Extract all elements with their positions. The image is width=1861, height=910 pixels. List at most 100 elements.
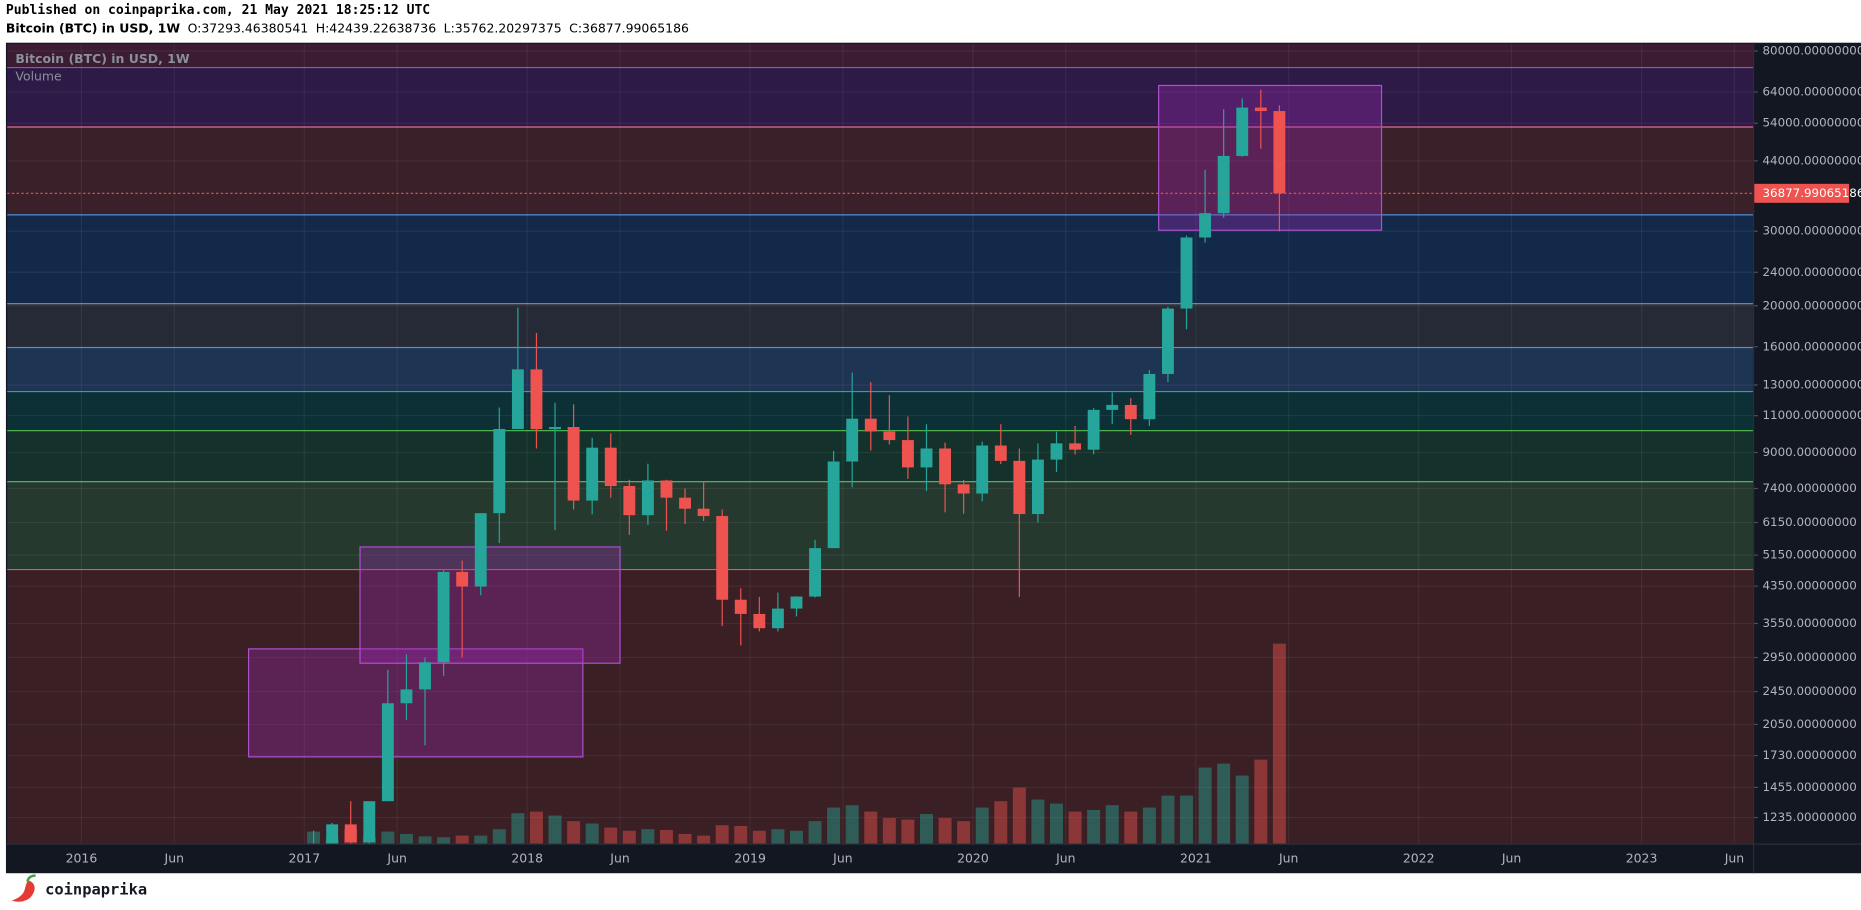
ohlc-key: O:: [188, 20, 202, 35]
volume-bar: [715, 825, 729, 844]
volume-bar: [1124, 811, 1138, 844]
candle-body: [901, 440, 914, 468]
volume-bar: [548, 815, 562, 844]
ohlc-value: 36877.99065186: [582, 20, 689, 35]
candle-body: [846, 418, 859, 462]
candle-body: [1069, 443, 1082, 450]
y-tick-label: 30000.00000000: [1762, 224, 1861, 238]
price-zone: [7, 214, 1753, 304]
y-tick-label: 1235.00000000: [1762, 810, 1856, 824]
y-tick-label: 16000.00000000: [1762, 339, 1861, 353]
candle-body: [809, 548, 821, 597]
volume-bar: [919, 813, 933, 844]
highlight-box: [1158, 84, 1383, 231]
candle-body: [381, 703, 394, 802]
volume-bar: [771, 829, 785, 844]
volume-bar: [1161, 795, 1175, 844]
y-tick-label: 9000.00000000: [1762, 445, 1856, 459]
volume-bar: [882, 817, 896, 844]
volume-bar: [381, 831, 395, 844]
y-tick-label: 80000.00000000: [1762, 43, 1861, 57]
candle-body: [400, 689, 413, 704]
brand: coinpaprika: [45, 880, 147, 898]
volume-bar: [734, 825, 748, 844]
candle-body: [994, 445, 1007, 461]
candle-body: [1236, 107, 1249, 156]
volume-bar: [622, 830, 636, 844]
volume-bar: [938, 817, 952, 844]
volume-bar: [1105, 805, 1119, 844]
volume-bar: [1254, 759, 1268, 844]
x-tick-label: 2018: [511, 850, 543, 865]
candle-body: [437, 571, 450, 663]
volume-bar: [752, 830, 766, 844]
candle-body: [1031, 459, 1044, 515]
price-zone: [7, 430, 1753, 482]
candle-body: [474, 513, 487, 587]
x-tick-label: 2019: [734, 850, 766, 865]
volume-bar: [789, 830, 803, 844]
candle-body: [1087, 409, 1100, 450]
volume-bar: [399, 833, 413, 844]
y-tick-label: 6150.00000000: [1762, 515, 1856, 529]
price-zone: [7, 127, 1753, 215]
volume-bar: [455, 835, 469, 844]
volume-bar: [1217, 763, 1231, 844]
logo: [11, 874, 36, 902]
highlight-box: [247, 648, 584, 758]
volume-bar: [864, 811, 878, 844]
candle-body: [493, 428, 506, 514]
x-tick-label: Jun: [1501, 850, 1521, 865]
volume-bar: [808, 821, 822, 844]
candle-body: [1161, 308, 1174, 374]
price-zone: [7, 43, 1753, 68]
y-tick-label: 1730.00000000: [1762, 748, 1856, 762]
volume-bar: [1050, 803, 1064, 844]
x-tick-label: 2022: [1403, 850, 1435, 865]
candle-body: [660, 480, 673, 498]
volume-bar: [1142, 807, 1156, 844]
x-tick-label: 2016: [66, 850, 98, 865]
published-note: Published on coinpaprika.com, 21 May 202…: [6, 3, 430, 18]
volume-bar: [845, 805, 859, 844]
price-zone: [7, 481, 1753, 570]
ohlc-key: C:: [569, 20, 582, 35]
volume-bar: [957, 821, 971, 844]
ohlc-value: 35762.20297375: [455, 20, 562, 35]
ohlc-value: 37293.46380541: [201, 20, 308, 35]
y-tick-label: 64000.00000000: [1762, 85, 1861, 99]
candle-body: [419, 662, 431, 690]
logo-stem: [26, 874, 36, 882]
volume-bar: [474, 835, 488, 844]
candle-body: [549, 427, 561, 430]
volume-bar: [437, 837, 451, 844]
candle-body: [790, 596, 803, 609]
candle-body: [623, 486, 636, 516]
volume-bar: [827, 807, 841, 844]
logo-pepper: [11, 880, 35, 902]
y-tick-label: 4350.00000000: [1762, 579, 1856, 593]
candle-body: [734, 599, 747, 614]
legend-volume: Volume: [15, 69, 61, 84]
ohlc-key: H:: [316, 20, 330, 35]
candle-body: [586, 447, 599, 501]
x-tick-label: Jun: [1278, 850, 1298, 865]
candle-body: [976, 445, 989, 494]
y-tick-label: 5150.00000000: [1762, 548, 1856, 562]
volume-bar: [1272, 643, 1286, 844]
x-tick-label: Jun: [164, 850, 184, 865]
x-tick-label: 2020: [957, 850, 989, 865]
candle-body: [827, 461, 840, 549]
candle-body: [363, 801, 376, 843]
y-tick-label: 2950.00000000: [1762, 650, 1856, 664]
candle-body: [1254, 107, 1267, 112]
volume-bar: [1235, 775, 1249, 844]
volume-bar: [1087, 809, 1101, 844]
y-tick-label: 24000.00000000: [1762, 265, 1861, 279]
volume-bar: [659, 829, 673, 844]
volume-bar: [641, 829, 655, 844]
volume-bar: [585, 823, 599, 844]
candle-body: [883, 431, 896, 441]
volume-bar: [604, 827, 618, 844]
